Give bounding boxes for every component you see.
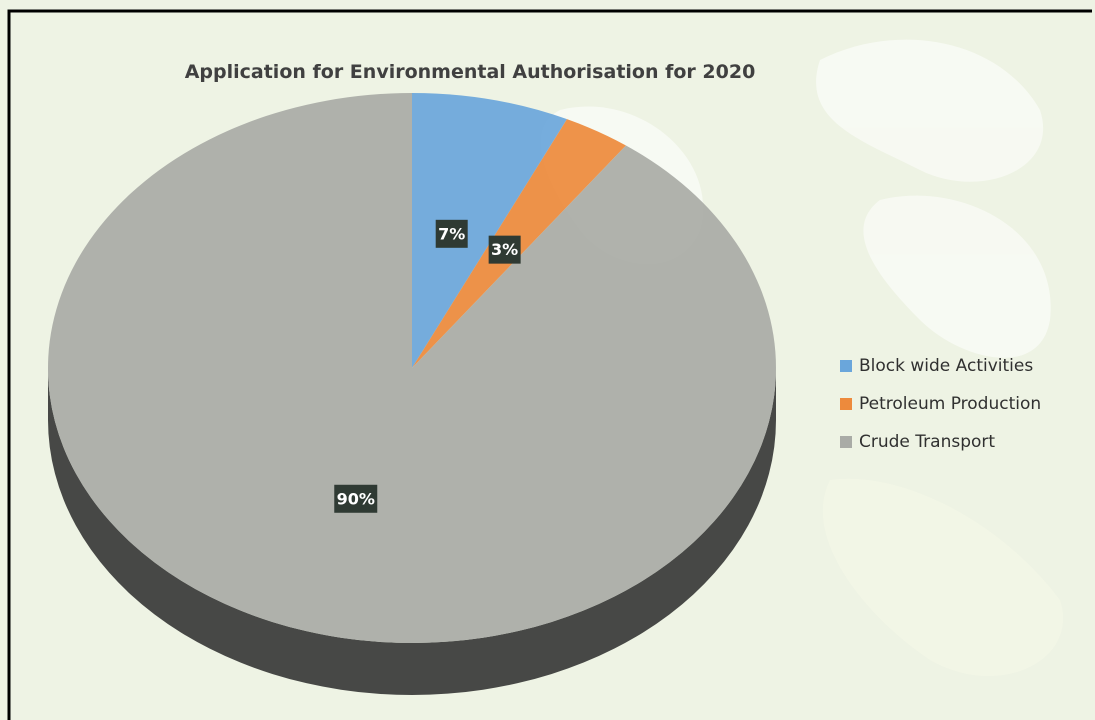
frame	[7, 9, 1092, 720]
legend-label: Block wide Activities	[859, 356, 1033, 376]
chart-title: Application for Environmental Authorisat…	[185, 61, 756, 83]
legend: Block wide Activities Petroleum Productio…	[840, 356, 1041, 452]
legend-swatch	[840, 398, 852, 410]
pie: 7% 3% 90%	[48, 93, 776, 695]
legend-swatch	[840, 360, 852, 372]
slice-side	[48, 368, 776, 695]
legend-label: Crude Transport	[859, 432, 995, 452]
legend-label: Petroleum Production	[859, 394, 1041, 414]
data-label: 3%	[491, 240, 518, 259]
slice	[412, 93, 567, 368]
data-label-box	[435, 219, 468, 248]
legend-swatch	[840, 436, 852, 448]
slice	[48, 93, 776, 643]
data-label: 7%	[438, 224, 465, 243]
data-label: 90%	[337, 489, 375, 508]
data-label-box	[334, 484, 378, 513]
data-label-box	[488, 235, 521, 264]
